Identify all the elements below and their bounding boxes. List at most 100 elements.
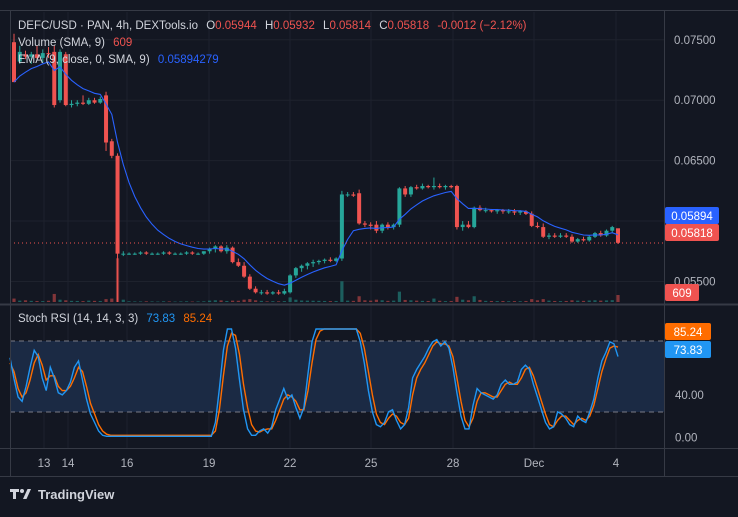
time-tick-label: 14 [62,458,75,470]
candle-body [610,227,615,231]
candle-body [92,100,97,103]
volume-bar [173,301,177,303]
legend-volume[interactable]: Volume (SMA, 9) 609 [18,37,132,49]
time-tick-label: 28 [447,458,460,470]
volume-bar [121,299,125,302]
volume-bar [415,300,419,302]
candle-body [535,225,540,228]
candle-body [35,54,40,58]
volume-bar [346,300,350,302]
volume-bar [23,300,28,302]
volume-bar [52,293,56,302]
footer-brand[interactable]: TradingView [10,484,114,504]
candle-body [391,224,396,228]
candle-body [17,51,22,62]
legend-main[interactable]: DEFC/USD · PAN, 4h, DEXTools.io O0.05944… [18,20,527,32]
volume-bar [75,300,79,302]
volume-bar [259,300,263,302]
price-tick-label: 0.07000 [674,95,716,107]
volume-bar [438,300,442,302]
candle-body [500,210,505,212]
candle-body [299,265,304,269]
volume-bar [501,300,505,302]
volume-bar [161,301,166,302]
volume-bar [357,296,361,302]
time-axis-labels[interactable]: 13 14 16 19 22 25 28 Dec 4 [38,458,620,470]
candle-body [385,224,390,228]
volume-bar [553,300,557,302]
candle-body [178,253,183,255]
candle-body [86,100,91,104]
candle-body [449,186,454,188]
candle-body [127,253,132,255]
candle-body [270,292,275,294]
volume-bar [184,301,189,302]
stoch-axis-labels[interactable]: 0.00 40.00 [675,390,704,445]
volume-bar [271,301,275,302]
volume-bar [46,300,51,302]
volume-bar [426,300,430,302]
volume-bar [58,299,62,302]
candle-body [69,103,74,106]
volume-bar [254,300,258,302]
candle-body [305,263,310,266]
volume-bar [507,301,511,302]
candle-body [63,54,68,106]
candle-body [598,233,603,236]
candle-body [564,235,569,237]
candle-body [362,223,367,225]
candle-body [339,194,344,259]
volume-bar [461,299,465,302]
candle-body [207,248,212,252]
volume-bar [317,300,321,302]
candle-body [282,291,287,294]
volume-bar [392,300,396,302]
candle-body [265,292,270,294]
volume-bar [69,300,74,302]
legend-ema[interactable]: EMA (9, close, 0, SMA, 9) 0.05894279 [18,54,219,66]
candle-body [408,187,413,195]
volume-bar [610,300,614,302]
stoch-label: Stoch RSI (14, 14, 3, 3) [18,313,138,325]
candle-body [604,230,609,236]
time-tick-label: 4 [613,458,620,470]
volume-bar [87,300,91,302]
candle-body [236,262,241,266]
candle-body [541,227,546,237]
legend-stoch[interactable]: Stoch RSI (14, 14, 3, 3) 73.83 85.24 [18,313,213,325]
candle-body [558,235,563,237]
volume-bar [300,300,304,302]
volume-bar [150,301,154,302]
volume-label: Volume (SMA, 9) [18,37,105,49]
volume-bar [599,300,603,302]
volume-bar [472,296,476,302]
volume-bar [104,299,108,302]
volume-bar [219,300,223,302]
volume-bar [328,301,332,302]
candle-body [426,186,431,188]
stoch-d-value: 85.24 [183,313,212,325]
candle-body [523,211,528,214]
symbol-title: DEFC/USD · PAN, 4h, DEXTools.io [18,20,198,32]
last-price-badge-text: 0.05818 [671,228,713,240]
high-value: 0.05932 [273,20,315,32]
candle-body [150,253,155,255]
volume-bar [265,301,269,302]
volume-bar [196,301,200,302]
candle-body [431,186,436,188]
ema-price-badge-text: 0.05894 [671,211,713,223]
candle-body [109,141,114,156]
volume-bar [64,300,68,302]
volume-bar [489,300,494,302]
stoch-tick-label: 40.00 [675,390,704,402]
candle-body [259,292,264,294]
candle-body [454,186,459,228]
candle-body [40,53,45,58]
ema-value: 0.05894279 [158,54,219,66]
candle-body [506,211,511,213]
candle-body [23,54,28,57]
stoch-tick-label: 0.00 [675,432,697,444]
volume-bar [282,301,286,302]
volume-bar [340,281,344,302]
